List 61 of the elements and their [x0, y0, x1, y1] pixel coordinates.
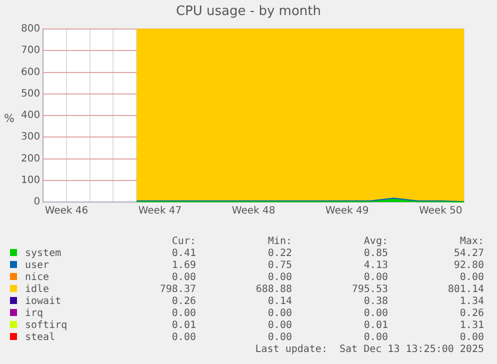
text: 0.00 [266, 332, 292, 344]
text: 0.38 [362, 296, 388, 308]
text: 1.34 [458, 296, 484, 308]
text: Min: [266, 236, 292, 248]
text: 4.13 [362, 260, 388, 272]
y-tick-label: 800 [20, 24, 40, 35]
y-tick-label: 0 [34, 196, 40, 208]
legend-label: idle [24, 284, 50, 296]
text: 54.27 [452, 248, 484, 260]
y-tick-label: 100 [20, 174, 40, 186]
text: 0.41 [170, 248, 196, 260]
text: Max: [458, 236, 484, 248]
text: 0.26 [458, 308, 484, 320]
text: 0.00 [266, 272, 292, 284]
legend-label: softirq [24, 320, 68, 332]
y-tick-label: 700 [20, 45, 40, 56]
y-axis-title: % [4, 112, 14, 125]
text: 798.37 [158, 284, 196, 296]
legend-label: nice [24, 272, 50, 284]
text: 0.00 [170, 272, 196, 284]
text: 0.00 [458, 332, 484, 344]
text: 0.00 [266, 308, 292, 320]
text: 0.26 [170, 296, 196, 308]
text: Last update: Sat Dec 13 13:25:00 2025 [254, 344, 484, 356]
text: 0.14 [266, 296, 292, 308]
legend-label: system [24, 248, 62, 260]
text: 0.85 [362, 248, 388, 260]
text: 0.01 [170, 320, 196, 332]
y-tick-label: 200 [20, 153, 40, 164]
text: 688.88 [254, 284, 292, 296]
text: 1.31 [458, 320, 484, 332]
text: 0.22 [266, 248, 292, 260]
text: 0.00 [170, 332, 196, 344]
text: 0.00 [458, 272, 484, 284]
text: 0.75 [266, 260, 292, 272]
text: 0.00 [362, 332, 388, 344]
text: 0.00 [266, 320, 292, 332]
y-tick-label: 400 [20, 110, 40, 122]
text: 1.69 [170, 260, 196, 272]
y-tick-label: 500 [20, 88, 40, 100]
y-tick-label: 600 [20, 66, 40, 78]
text: 0.00 [362, 308, 388, 320]
x-tick-label: Week 49 [325, 206, 369, 217]
text: 0.01 [362, 320, 388, 332]
x-tick-label: Week 46 [44, 206, 88, 217]
y-tick-label: 300 [20, 132, 40, 143]
text: 795.53 [350, 284, 388, 296]
legend-label: steal [24, 332, 56, 344]
text: 0.00 [362, 272, 388, 284]
text: 801.14 [446, 284, 484, 296]
chart-title: CPU usage - by month [174, 4, 322, 19]
x-tick-label: Week 48 [232, 206, 276, 217]
legend-label: iowait [24, 296, 62, 308]
legend-label: irq [24, 308, 44, 320]
text: 0.00 [170, 308, 196, 320]
x-tick-label: Week 50 [418, 206, 462, 217]
legend-label: user [24, 260, 50, 272]
text: Cur: [170, 236, 196, 248]
text: 92.80 [452, 260, 484, 272]
x-tick-label: Week 47 [138, 206, 182, 217]
text: Avg: [362, 236, 388, 248]
